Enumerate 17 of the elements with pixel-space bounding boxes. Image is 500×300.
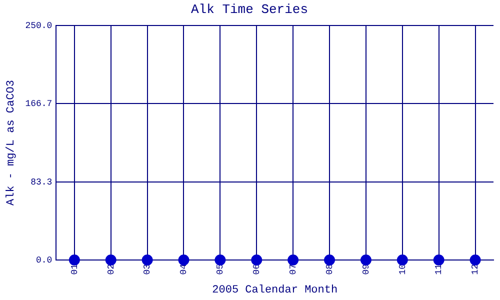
y-tick-label: 166.7 bbox=[25, 99, 52, 110]
x-tick-label: 03 bbox=[142, 264, 153, 275]
x-tick-label: 04 bbox=[179, 264, 190, 275]
x-axis-title: 2005 Calendar Month bbox=[212, 284, 338, 296]
chart-title: Alk Time Series bbox=[190, 2, 308, 18]
x-tick-label: 08 bbox=[324, 264, 335, 275]
x-tick-label: 01 bbox=[70, 264, 80, 275]
y-tick-label: 250.0 bbox=[25, 20, 52, 31]
y-axis-title: Alk - mg/L as CaCO3 bbox=[6, 80, 18, 206]
x-tick-label: 02 bbox=[106, 264, 116, 275]
x-tick-label: 07 bbox=[288, 264, 298, 275]
x-tick-label: 11 bbox=[434, 264, 444, 275]
x-tick-label: 06 bbox=[252, 264, 262, 275]
y-tick-label: 83.3 bbox=[30, 177, 52, 188]
x-tick-label: 12 bbox=[470, 264, 481, 275]
x-tick-label: 05 bbox=[216, 264, 226, 275]
y-tick-label: 0.0 bbox=[36, 255, 52, 266]
